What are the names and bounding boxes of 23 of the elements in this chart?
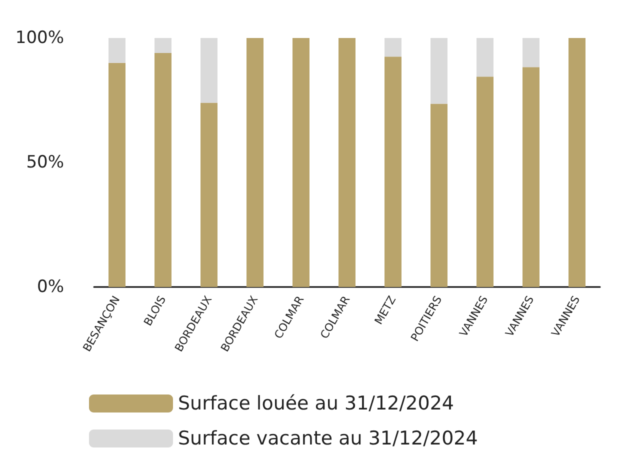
y-tick-label: 50%	[26, 152, 64, 172]
bar	[108, 62, 126, 287]
legend-label: Surface louée au 31/12/2024	[178, 392, 454, 414]
bar	[384, 56, 402, 287]
bar	[154, 52, 172, 287]
y-tick-label: 100%	[15, 28, 64, 48]
bar	[246, 38, 264, 287]
bar	[430, 104, 448, 287]
bar	[430, 38, 448, 104]
bar	[292, 38, 310, 287]
bar	[338, 38, 356, 287]
bar	[108, 38, 126, 63]
bar	[522, 67, 540, 287]
bar	[568, 38, 586, 287]
bar	[476, 38, 494, 77]
bar	[200, 102, 218, 287]
bar	[476, 76, 494, 287]
bar	[384, 38, 402, 57]
legend-label: Surface vacante au 31/12/2024	[178, 428, 478, 450]
y-tick-label: 0%	[37, 277, 64, 297]
bar	[200, 38, 218, 103]
bar	[522, 38, 540, 68]
bar	[154, 38, 172, 53]
